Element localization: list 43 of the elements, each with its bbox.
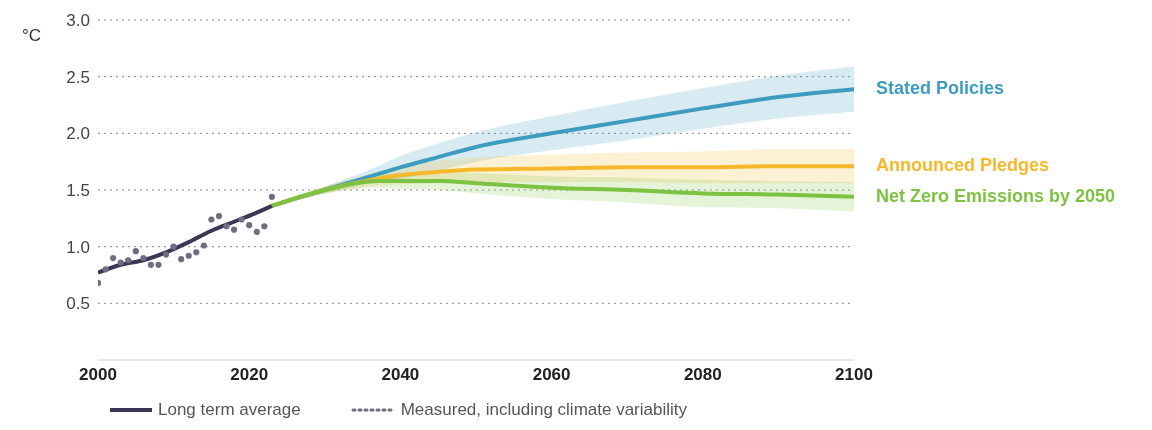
point	[238, 216, 245, 223]
series-label: Announced Pledges	[876, 155, 1050, 176]
point	[200, 242, 207, 249]
point	[140, 254, 147, 262]
x-tick-label: 2000	[79, 365, 117, 385]
point	[268, 193, 275, 200]
y-tick-label: 2.0	[66, 124, 90, 144]
point	[215, 212, 223, 220]
point	[132, 248, 139, 255]
point	[253, 228, 260, 236]
point	[208, 216, 215, 223]
legend-label: Measured, including climate variability	[399, 400, 687, 420]
y-tick-label: 2.5	[66, 67, 90, 87]
point	[102, 266, 109, 273]
point	[117, 259, 124, 266]
x-tick-label: 2060	[532, 365, 571, 385]
y-tick-label: 1.5	[66, 181, 90, 201]
point	[230, 226, 238, 233]
point	[246, 222, 253, 229]
point	[261, 223, 268, 230]
point	[170, 243, 177, 250]
x-tick-label: 2100	[835, 365, 873, 385]
series-label: Stated Policies	[876, 78, 1005, 99]
point	[178, 256, 185, 263]
y-tick-label: 1.0	[66, 237, 90, 257]
point	[193, 249, 200, 256]
y-axis-title: °C	[22, 26, 42, 46]
point	[125, 257, 132, 264]
series-label: Net Zero Emissions by 2050	[876, 185, 1116, 206]
y-tick-label: 3.0	[66, 11, 90, 31]
x-tick-label: 2040	[381, 365, 420, 385]
point	[223, 223, 230, 230]
y-tick-label: 0.5	[66, 294, 90, 314]
point	[155, 261, 162, 268]
point	[185, 252, 192, 259]
point	[110, 254, 117, 262]
x-tick-label: 2020	[230, 365, 269, 385]
line-series	[269, 178, 854, 208]
point	[147, 261, 155, 268]
x-tick-label: 2080	[683, 365, 722, 385]
legend-label: Long term average	[157, 400, 301, 420]
line-series	[98, 203, 274, 275]
point	[162, 251, 170, 258]
